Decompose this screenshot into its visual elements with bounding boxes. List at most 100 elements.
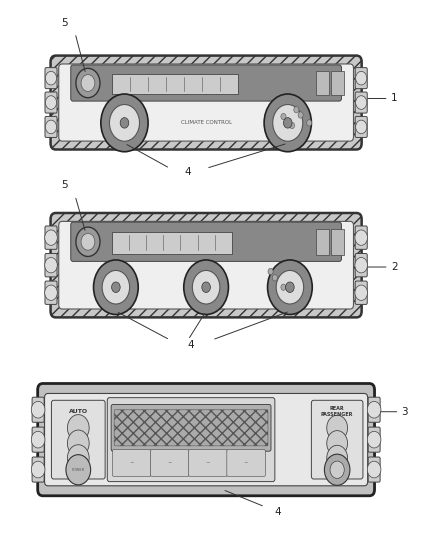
FancyBboxPatch shape (59, 221, 353, 309)
Circle shape (101, 94, 148, 152)
Circle shape (94, 260, 138, 314)
Circle shape (327, 431, 348, 456)
Circle shape (45, 257, 57, 273)
Circle shape (102, 270, 130, 304)
Circle shape (276, 270, 304, 304)
Circle shape (283, 118, 292, 128)
FancyBboxPatch shape (45, 281, 57, 304)
FancyBboxPatch shape (50, 55, 362, 149)
FancyBboxPatch shape (227, 450, 265, 477)
Bar (331, 229, 343, 255)
Text: 1: 1 (391, 93, 398, 103)
FancyBboxPatch shape (45, 393, 367, 486)
FancyBboxPatch shape (32, 397, 44, 422)
Circle shape (67, 430, 89, 457)
FancyBboxPatch shape (368, 457, 380, 482)
Text: POWER: POWER (72, 468, 85, 472)
Circle shape (367, 401, 381, 418)
Circle shape (273, 104, 303, 141)
FancyBboxPatch shape (355, 281, 367, 304)
Circle shape (298, 112, 303, 118)
Text: ~: ~ (129, 461, 134, 465)
Circle shape (356, 71, 367, 85)
FancyBboxPatch shape (355, 92, 367, 113)
Bar (112, 74, 238, 94)
Circle shape (81, 233, 95, 250)
FancyBboxPatch shape (189, 450, 227, 477)
Text: ~: ~ (244, 461, 248, 465)
FancyBboxPatch shape (32, 427, 44, 452)
FancyBboxPatch shape (32, 457, 44, 482)
Text: 4: 4 (275, 506, 281, 516)
Circle shape (268, 260, 312, 314)
FancyBboxPatch shape (311, 400, 363, 479)
Circle shape (184, 260, 229, 314)
Circle shape (112, 282, 120, 293)
Circle shape (355, 285, 367, 301)
Text: CLIMATE CONTROL: CLIMATE CONTROL (180, 120, 232, 125)
FancyBboxPatch shape (71, 222, 342, 261)
FancyBboxPatch shape (45, 68, 57, 88)
FancyBboxPatch shape (45, 92, 57, 113)
FancyBboxPatch shape (45, 226, 57, 249)
FancyBboxPatch shape (368, 397, 380, 422)
Circle shape (31, 431, 45, 448)
FancyBboxPatch shape (355, 68, 367, 88)
Bar (112, 231, 232, 254)
Circle shape (192, 270, 220, 304)
Circle shape (31, 401, 45, 418)
Circle shape (325, 454, 350, 486)
Circle shape (281, 114, 286, 120)
Circle shape (367, 431, 381, 448)
Text: 5: 5 (61, 18, 67, 28)
Bar (316, 229, 328, 255)
FancyBboxPatch shape (113, 450, 151, 477)
Circle shape (76, 227, 100, 256)
FancyBboxPatch shape (114, 410, 268, 446)
Circle shape (264, 94, 311, 152)
Circle shape (110, 104, 140, 141)
FancyBboxPatch shape (151, 450, 189, 477)
Circle shape (286, 282, 294, 293)
Circle shape (66, 455, 91, 485)
Text: REAR
PASSENGER: REAR PASSENGER (321, 406, 353, 417)
Circle shape (45, 230, 57, 245)
Circle shape (76, 68, 100, 98)
FancyBboxPatch shape (71, 65, 342, 101)
Circle shape (290, 123, 295, 128)
Text: AUTO: AUTO (69, 409, 88, 414)
Circle shape (294, 107, 299, 113)
FancyBboxPatch shape (368, 427, 380, 452)
Circle shape (330, 461, 344, 479)
Circle shape (67, 415, 89, 441)
Circle shape (272, 274, 277, 281)
FancyBboxPatch shape (355, 116, 367, 138)
FancyBboxPatch shape (107, 398, 275, 482)
Circle shape (281, 284, 286, 290)
Text: 4: 4 (188, 340, 194, 350)
Text: ~: ~ (206, 461, 210, 465)
Text: 3: 3 (401, 407, 408, 417)
Text: 2: 2 (391, 262, 398, 272)
Circle shape (268, 268, 273, 274)
Circle shape (327, 415, 348, 441)
Circle shape (81, 75, 95, 92)
FancyBboxPatch shape (45, 116, 57, 138)
FancyBboxPatch shape (51, 400, 105, 479)
Text: ~: ~ (168, 461, 172, 465)
Circle shape (31, 461, 45, 478)
Circle shape (45, 285, 57, 301)
Text: 4: 4 (185, 167, 191, 177)
Circle shape (46, 120, 57, 134)
Circle shape (120, 118, 129, 128)
Circle shape (202, 282, 210, 293)
FancyBboxPatch shape (111, 405, 271, 451)
Circle shape (67, 445, 89, 471)
Text: 5: 5 (61, 180, 67, 190)
FancyBboxPatch shape (59, 64, 353, 141)
Circle shape (355, 230, 367, 245)
Circle shape (367, 461, 381, 478)
Bar (331, 71, 343, 95)
Circle shape (356, 96, 367, 109)
FancyBboxPatch shape (50, 213, 362, 317)
